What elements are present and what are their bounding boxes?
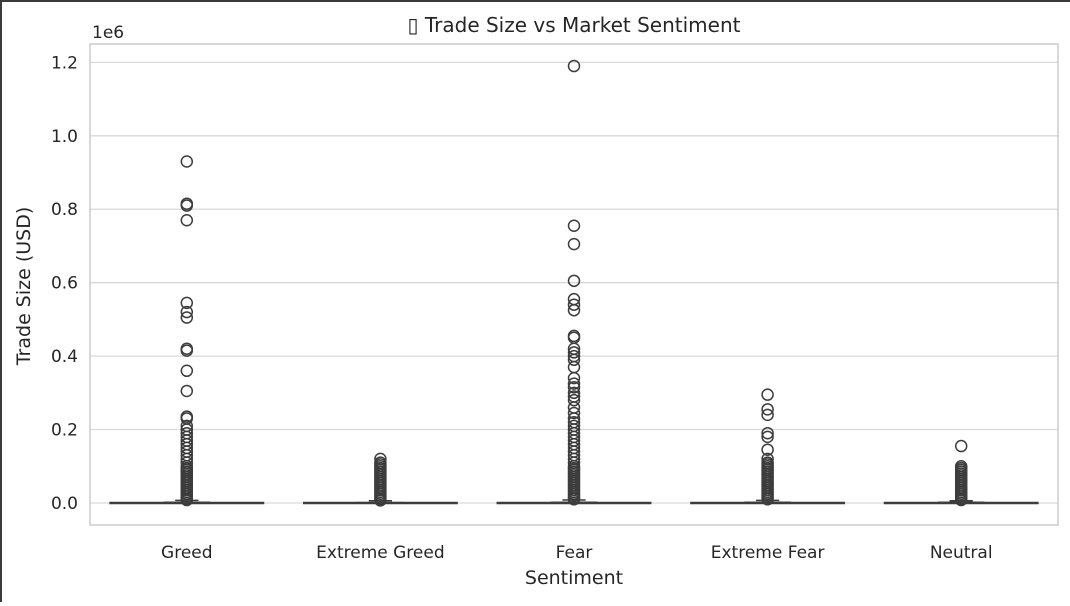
outlier-point (567, 377, 581, 390)
outlier-point (567, 59, 581, 73)
outlier-point (180, 305, 194, 319)
outlier-point (180, 364, 194, 378)
y-tick-label: 1.2 (51, 53, 78, 73)
x-tick-label: Neutral (930, 543, 993, 563)
outlier-point (761, 430, 774, 444)
outlier-point (567, 298, 581, 311)
y-tick-label: 0.6 (51, 274, 78, 294)
y-tick-label: 0.4 (51, 347, 78, 367)
x-tick-label: Extreme Fear (711, 543, 825, 563)
plot-area-border (89, 43, 1059, 526)
x-tick-labels: Greed Extreme Greed Fear Extreme Fear Neutra… (161, 543, 993, 563)
y-tick-label: 1.0 (51, 127, 78, 147)
outlier-point (761, 443, 774, 456)
y-tick-labels: 0.0 0.2 0.4 0.6 0.8 1.0 1.2 (51, 53, 78, 514)
x-axis-label: Sentiment (525, 567, 623, 589)
outlier-point (180, 213, 194, 227)
outlier-point (954, 439, 968, 453)
box-group (690, 388, 846, 506)
y-tick-label: 0.8 (51, 200, 78, 220)
x-tick-label: Fear (556, 543, 593, 563)
outlier-point (180, 311, 194, 324)
y-offset-text: 1e6 (92, 23, 124, 43)
outlier-point (567, 346, 581, 359)
outlier-point (567, 393, 581, 407)
chart-title: ▯ Trade Size vs Market Sentiment (408, 13, 741, 37)
outlier-point (180, 493, 194, 507)
box-group (883, 439, 1039, 507)
outlier-point (567, 353, 581, 367)
box-layer (109, 59, 1039, 507)
outlier-point (567, 371, 581, 385)
outlier-point (180, 199, 194, 212)
y-tick-label: 0.0 (51, 494, 78, 514)
outlier-point (180, 384, 194, 398)
outlier-point (567, 274, 581, 288)
x-tick-label: Greed (161, 543, 213, 563)
outlier-point (761, 493, 774, 506)
outlier-point (567, 237, 581, 251)
outlier-point (180, 296, 194, 310)
box-group (302, 452, 458, 507)
outlier-point (567, 360, 581, 374)
outlier-point (374, 494, 387, 507)
outlier-point (567, 303, 581, 317)
outlier-point (761, 408, 774, 422)
x-tick-label: Extreme Greed (316, 543, 444, 563)
outlier-point (180, 155, 194, 168)
grid-lines (90, 61, 1058, 504)
box-group (496, 59, 652, 506)
y-axis-label: Trade Size (USD) (13, 207, 35, 367)
outlier-point (761, 388, 774, 401)
outlier-point (761, 403, 774, 416)
outlier-point (567, 493, 581, 506)
box-group (109, 155, 265, 507)
outlier-point (567, 381, 581, 394)
outlier-point (567, 386, 581, 400)
outlier-point (180, 344, 194, 357)
outlier-point (761, 426, 774, 440)
outlier-point (954, 493, 968, 507)
outlier-point (567, 406, 581, 420)
outlier-point (567, 219, 581, 233)
y-tick-label: 0.2 (51, 421, 78, 441)
